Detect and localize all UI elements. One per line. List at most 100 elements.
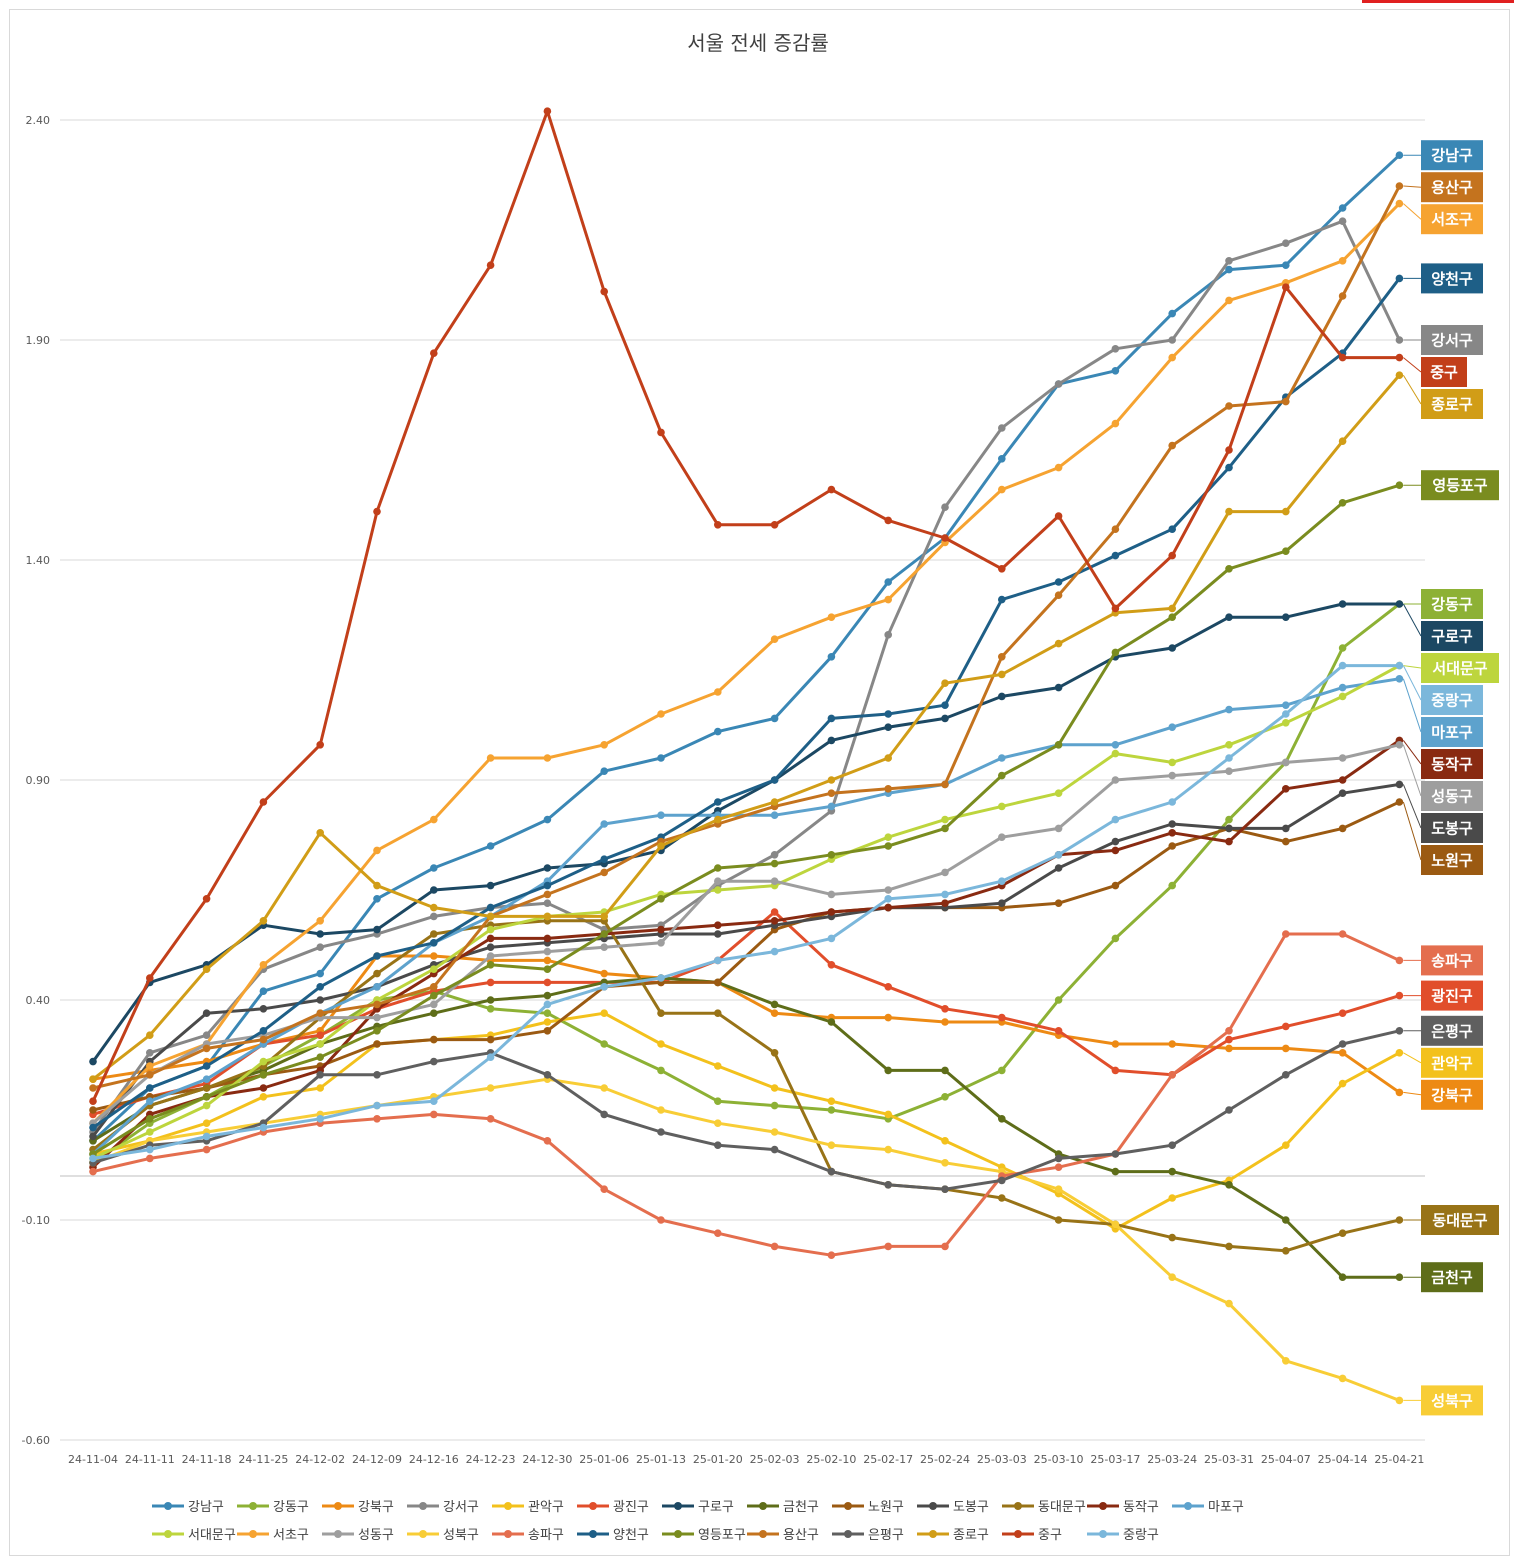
data-point xyxy=(1395,956,1404,965)
data-point xyxy=(1168,551,1176,560)
data-point xyxy=(884,886,892,894)
data-point xyxy=(600,1185,608,1193)
data-point xyxy=(770,521,779,529)
end-label-text: 성동구 xyxy=(1431,788,1473,806)
legend-item: 중랑구 xyxy=(1087,1528,1159,1543)
series-line xyxy=(92,483,1400,1156)
end-label: 종로구 xyxy=(1402,374,1483,419)
data-point xyxy=(714,1009,722,1017)
legend-item: 광진구 xyxy=(577,1500,649,1515)
data-point xyxy=(770,1242,779,1251)
legend-item: 노원구 xyxy=(832,1500,904,1515)
end-label: 서조구 xyxy=(1403,203,1483,235)
series-line xyxy=(92,919,1400,1253)
legend-label: 중랑구 xyxy=(1123,1528,1159,1543)
data-point xyxy=(770,714,779,723)
legend-label: 양천구 xyxy=(613,1528,649,1543)
legend-swatch-marker xyxy=(334,1530,342,1538)
data-point xyxy=(1168,829,1176,837)
data-point xyxy=(884,903,892,912)
data-point xyxy=(884,1242,892,1251)
data-point xyxy=(884,595,892,604)
end-label-text: 성북구 xyxy=(1431,1392,1473,1410)
legend-swatch-marker xyxy=(1099,1502,1107,1510)
end-label-box xyxy=(1421,781,1483,811)
data-point xyxy=(543,1000,552,1009)
series-line xyxy=(91,602,1400,1063)
end-label: 강서구 xyxy=(1403,325,1483,355)
data-point xyxy=(884,1066,892,1075)
data-point xyxy=(998,1115,1006,1123)
data-point xyxy=(1225,837,1233,846)
series-line xyxy=(92,664,1400,1160)
data-point xyxy=(486,943,495,951)
legend-swatch-marker xyxy=(844,1530,852,1538)
series-도봉구 xyxy=(89,780,1404,1141)
data-point xyxy=(316,917,325,925)
end-label: 노원구 xyxy=(1402,801,1483,875)
data-point xyxy=(1395,661,1404,670)
x-tick-label: 25-02-03 xyxy=(750,1453,800,1466)
end-label: 중구 xyxy=(1403,357,1467,387)
end-label: 동대문구 xyxy=(1403,1205,1499,1235)
series-동작구 xyxy=(89,736,1404,1171)
data-point xyxy=(1111,1040,1120,1048)
data-point xyxy=(486,996,495,1004)
data-point xyxy=(259,1084,268,1092)
data-point xyxy=(1054,1154,1063,1163)
data-point xyxy=(600,868,608,877)
legend-swatch-marker xyxy=(759,1502,767,1510)
data-point xyxy=(1282,613,1290,621)
data-point xyxy=(1338,1009,1347,1017)
data-point xyxy=(1168,798,1176,806)
data-point xyxy=(89,1167,97,1176)
data-point xyxy=(770,1009,779,1017)
data-point xyxy=(1168,820,1176,828)
leader-line xyxy=(1402,740,1422,765)
data-point xyxy=(543,956,552,965)
y-tick-label: 2.40 xyxy=(26,114,51,127)
data-point xyxy=(259,1123,268,1132)
data-point xyxy=(316,996,325,1004)
data-point xyxy=(714,921,722,929)
data-point xyxy=(89,1123,97,1132)
data-point xyxy=(1225,463,1233,472)
x-tick-label: 25-03-03 xyxy=(977,1453,1027,1466)
data-point xyxy=(543,864,552,872)
data-point xyxy=(998,1066,1006,1075)
data-point xyxy=(1395,353,1404,362)
data-point xyxy=(543,991,552,1000)
data-point xyxy=(884,842,892,850)
data-point xyxy=(1168,1071,1176,1079)
leader-line xyxy=(1403,203,1422,220)
data-point xyxy=(486,261,495,270)
end-label-box xyxy=(1421,263,1483,294)
end-label: 구로구 xyxy=(1402,603,1483,651)
data-point xyxy=(1282,1071,1290,1079)
series-line xyxy=(92,1029,1400,1191)
x-tick-label: 25-03-10 xyxy=(1034,1453,1084,1466)
data-point xyxy=(998,455,1006,463)
data-point xyxy=(1338,499,1347,507)
data-point xyxy=(1225,446,1233,454)
data-point xyxy=(1054,591,1063,599)
end-label: 송파구 xyxy=(1403,945,1483,976)
series-중구 xyxy=(89,107,1404,1105)
data-point xyxy=(600,1084,608,1092)
data-point xyxy=(430,991,438,1000)
data-point xyxy=(714,886,722,894)
data-point xyxy=(1168,881,1176,890)
series-line xyxy=(92,932,1401,1257)
data-point xyxy=(1282,710,1290,718)
x-tick-label: 25-03-24 xyxy=(1147,1453,1197,1466)
leader-line xyxy=(1403,1052,1422,1064)
legend-swatch-marker xyxy=(1014,1530,1022,1538)
data-point xyxy=(714,727,722,736)
data-point xyxy=(1338,1229,1347,1237)
data-point xyxy=(941,1185,949,1193)
data-point xyxy=(1395,274,1404,283)
x-tick-label: 25-04-14 xyxy=(1318,1453,1368,1466)
data-point xyxy=(373,1027,381,1035)
data-point xyxy=(1054,1027,1063,1035)
data-point xyxy=(1338,1040,1347,1048)
